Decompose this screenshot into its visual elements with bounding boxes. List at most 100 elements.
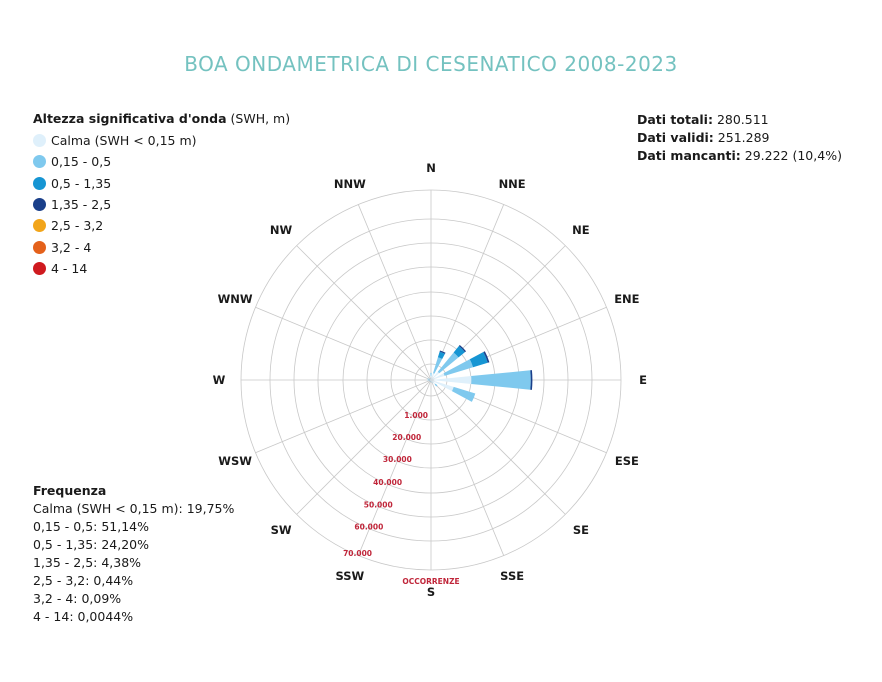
grid-spoke — [255, 306, 432, 381]
petal-wnw — [429, 379, 431, 380]
grid-spoke — [296, 379, 432, 515]
petal-nne — [431, 373, 435, 380]
grid-spoke — [430, 379, 505, 556]
radial-tick-label: 1.000 — [404, 411, 428, 420]
legend-label: 0,15 - 0,5 — [51, 154, 112, 170]
legend: Altezza significativa d'onda (SWH, m) Ca… — [33, 111, 290, 279]
stat-valid-label: Dati validi: — [637, 130, 714, 145]
direction-label-wnw: WNW — [218, 292, 253, 306]
stat-missing-value: 29.222 (10,4%) — [740, 148, 842, 163]
petal-nnw — [430, 378, 431, 380]
legend-item: 0,5 - 1,35 — [33, 173, 290, 194]
stat-total-label: Dati totali: — [637, 112, 713, 127]
petal-ese — [431, 380, 454, 392]
direction-label-w: W — [213, 373, 226, 387]
legend-item: 3,2 - 4 — [33, 236, 290, 257]
frequency-line: 0,15 - 0,5: 51,14% — [33, 519, 150, 534]
grid-spoke — [255, 379, 432, 454]
frequency-table: Frequenza Calma (SWH < 0,15 m): 19,75% 0… — [33, 482, 234, 626]
legend-swatch — [33, 261, 46, 275]
direction-label-ese: ESE — [615, 454, 639, 468]
petal-e — [530, 370, 533, 390]
legend-title-bold: Altezza significativa d'onda — [33, 111, 227, 126]
petal-ene — [443, 359, 474, 376]
petal-ese — [451, 386, 476, 402]
direction-label-nne: NNE — [499, 177, 526, 191]
petal-sw — [430, 380, 431, 381]
grid-spoke — [357, 204, 432, 381]
petal-nw — [429, 378, 431, 380]
direction-label-n: N — [426, 161, 436, 175]
petal-ssw — [430, 380, 431, 382]
direction-label-sw: SW — [271, 523, 292, 537]
petal-se — [431, 380, 436, 385]
radial-tick-label: 60.000 — [354, 522, 383, 531]
legend-swatch — [33, 155, 46, 169]
frequency-line: Calma (SWH < 0,15 m): 19,75% — [33, 501, 235, 516]
frequency-line: 0,5 - 1,35: 24,20% — [33, 537, 150, 552]
legend-title-unit: (SWH, m) — [226, 111, 291, 126]
legend-swatch — [33, 176, 46, 190]
petal-sse — [431, 382, 433, 383]
legend-item: 1,35 - 2,5 — [33, 194, 290, 215]
stat-total: Dati totali: 280.511 — [637, 111, 842, 129]
direction-label-sse: SSE — [500, 569, 524, 583]
petal-sw — [429, 380, 431, 382]
legend-label: 1,35 - 2,5 — [51, 197, 112, 213]
grid-spoke — [357, 379, 432, 556]
radial-tick-label: 20.000 — [392, 433, 421, 442]
petal-nne — [437, 351, 445, 360]
frequency-line: 3,2 - 4: 0,09% — [33, 591, 122, 606]
legend-label: Calma (SWH < 0,15 m) — [51, 133, 197, 149]
direction-label-wsw: WSW — [218, 454, 252, 468]
direction-label-nw: NW — [270, 223, 293, 237]
radial-tick-label: 40.000 — [373, 478, 402, 487]
legend-swatch — [33, 219, 46, 233]
grid-spoke — [430, 379, 566, 515]
frequency-line: 4 - 14: 0,0044% — [33, 609, 134, 624]
petal-nne — [439, 350, 446, 354]
petal-se — [434, 383, 438, 387]
petal-ne — [431, 371, 440, 380]
frequency-title: Frequenza — [33, 483, 107, 498]
legend-label: 4 - 14 — [51, 260, 88, 276]
legend-item: 0,15 - 0,5 — [33, 151, 290, 172]
direction-label-ene: ENE — [614, 292, 639, 306]
petal-ssw — [430, 381, 431, 382]
petal-ene — [483, 351, 490, 363]
petal-ne — [458, 344, 467, 353]
chart-title: BOA ONDAMETRICA DI CESENATICO 2008-2023 — [184, 52, 678, 76]
stat-missing-label: Dati mancanti: — [637, 148, 741, 163]
legend-label: 0,5 - 1,35 — [51, 175, 112, 191]
legend-item: 4 - 14 — [33, 258, 290, 279]
petal-nw — [430, 379, 431, 380]
legend-label: 3,2 - 4 — [51, 239, 92, 255]
petal-ne — [437, 352, 459, 374]
petal-n — [430, 376, 432, 380]
legend-item: Calma (SWH < 0,15 m) — [33, 130, 290, 151]
data-stats: Dati totali: 280.511 Dati validi: 251.28… — [637, 111, 842, 165]
radial-tick-label: 70.000 — [343, 549, 372, 558]
petal-e — [471, 370, 531, 390]
frequency-line: 2,5 - 3,2: 0,44% — [33, 573, 134, 588]
legend-swatch — [33, 134, 46, 148]
radial-tick-label: 30.000 — [383, 455, 412, 464]
direction-label-nnw: NNW — [334, 177, 366, 191]
legend-swatch — [33, 240, 46, 254]
grid-spoke — [430, 204, 505, 381]
direction-label-s: S — [427, 585, 435, 599]
petal-ene — [431, 373, 445, 380]
radial-tick-label: 50.000 — [364, 500, 393, 509]
stat-missing: Dati mancanti: 29.222 (10,4%) — [637, 147, 842, 165]
legend-label: 2,5 - 3,2 — [51, 218, 104, 234]
stat-valid: Dati validi: 251.289 — [637, 129, 842, 147]
petal-ene — [469, 352, 488, 368]
radial-axis-label: OCCORRENZE — [402, 577, 459, 586]
petal-n — [430, 372, 432, 377]
petal-wsw — [429, 380, 431, 381]
petal-ne — [453, 346, 465, 358]
legend-item: 2,5 - 3,2 — [33, 215, 290, 236]
petal-sse — [431, 380, 433, 383]
petal-wnw — [427, 378, 430, 380]
